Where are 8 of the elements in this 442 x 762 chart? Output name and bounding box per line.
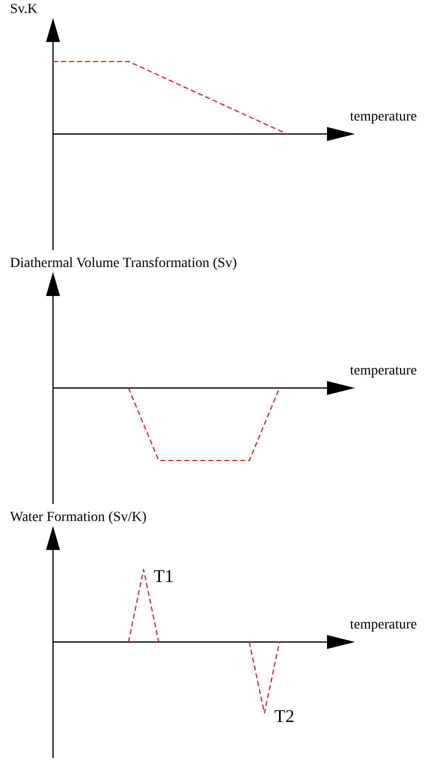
y-axis-title: Water Formation (Sv/K) xyxy=(10,510,147,526)
y-axis-title: Sv.K xyxy=(10,2,38,18)
x-axis-title: temperature xyxy=(350,364,417,379)
y-axis-title: Diathermal Volume Transformation (Sv) xyxy=(10,256,237,272)
x-axis-title: temperature xyxy=(350,618,417,633)
x-axis-title: temperature xyxy=(350,110,417,125)
annotation: T1 xyxy=(154,566,174,586)
annotation: T2 xyxy=(274,706,294,726)
